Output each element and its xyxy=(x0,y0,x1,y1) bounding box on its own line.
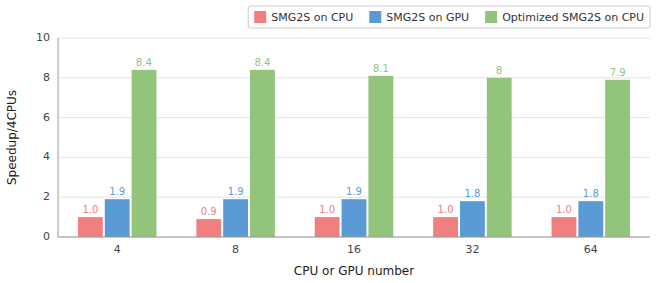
y-tick-label: 6 xyxy=(43,111,50,124)
x-tick-label: 32 xyxy=(465,243,479,256)
data-label: 8.4 xyxy=(136,57,152,68)
legend-swatch xyxy=(369,11,381,23)
y-tick-label: 2 xyxy=(43,190,50,203)
legend-label: SMG2S on CPU xyxy=(271,11,353,24)
data-label: 1.8 xyxy=(464,188,480,199)
bar xyxy=(578,201,603,237)
x-axis: 4 8 16 32 64 xyxy=(114,243,598,256)
bar xyxy=(132,70,157,237)
x-tick-label: 8 xyxy=(232,243,239,256)
data-label: 1.9 xyxy=(346,186,362,197)
y-tick-label: 4 xyxy=(43,150,50,163)
legend-label: SMG2S on GPU xyxy=(386,11,469,24)
y-axis: 0 2 4 6 8 10 xyxy=(36,31,50,243)
data-label: 8.1 xyxy=(373,63,389,74)
legend-item: Optimized SMG2S on CPU xyxy=(485,11,644,24)
bar xyxy=(223,199,248,237)
x-tick-label: 4 xyxy=(114,243,121,256)
chart-svg: 0 2 4 6 8 10 1.0 0.9 1.0 1.0 1.0 1.9 1.9 1.9 1.8 1.8 8.4… xyxy=(0,0,664,283)
bar xyxy=(105,199,130,237)
bar xyxy=(433,217,458,237)
data-label: 7.9 xyxy=(610,67,626,78)
legend-swatch xyxy=(485,11,497,23)
bar xyxy=(368,76,393,237)
grid xyxy=(58,38,650,237)
legend-label: Optimized SMG2S on CPU xyxy=(502,11,644,24)
bar xyxy=(605,80,630,237)
grid-line xyxy=(58,237,650,238)
legend-item: SMG2S on GPU xyxy=(369,11,469,24)
x-axis-label: CPU or GPU number xyxy=(294,264,414,278)
bar xyxy=(315,217,340,237)
bars xyxy=(78,70,630,237)
data-label: 8 xyxy=(496,65,502,76)
y-tick-label: 0 xyxy=(43,230,50,243)
legend-item: SMG2S on CPU xyxy=(254,11,353,24)
data-label: 1.0 xyxy=(438,204,454,215)
data-label: 1.9 xyxy=(109,186,125,197)
plot-area xyxy=(58,38,650,237)
data-label: 1.0 xyxy=(82,204,98,215)
bar xyxy=(342,199,367,237)
bar xyxy=(250,70,275,237)
data-label: 1.0 xyxy=(319,204,335,215)
bar xyxy=(196,219,221,237)
x-axis-line xyxy=(58,237,650,238)
bar xyxy=(78,217,103,237)
data-label: 1.0 xyxy=(556,204,572,215)
legend-frame xyxy=(248,6,650,28)
legend: SMG2S on CPU SMG2S on GPU Optimized SMG2S … xyxy=(248,6,650,28)
data-labels: 1.0 0.9 1.0 1.0 1.0 1.9 1.9 1.9 1.8 1.8 8.4 8.4 8.1 8… xyxy=(82,57,625,217)
data-label: 0.9 xyxy=(201,206,217,217)
data-label: 8.4 xyxy=(254,57,270,68)
bar xyxy=(487,78,512,237)
grid-line xyxy=(58,38,650,39)
bar xyxy=(552,217,577,237)
data-label: 1.8 xyxy=(583,188,599,199)
x-tick-label: 16 xyxy=(347,243,361,256)
y-tick-label: 10 xyxy=(36,31,50,44)
chart-container: 0 2 4 6 8 10 1.0 0.9 1.0 1.0 1.0 1.9 1.9 1.9 1.8 1.8 8.4… xyxy=(0,0,664,283)
data-label: 1.9 xyxy=(228,186,244,197)
y-tick-label: 8 xyxy=(43,71,50,84)
legend-swatch xyxy=(254,11,266,23)
y-axis-line xyxy=(58,38,59,237)
x-tick-label: 64 xyxy=(584,243,598,256)
y-axis-label: Speedup/4CPUs xyxy=(5,90,19,185)
bar xyxy=(460,201,485,237)
